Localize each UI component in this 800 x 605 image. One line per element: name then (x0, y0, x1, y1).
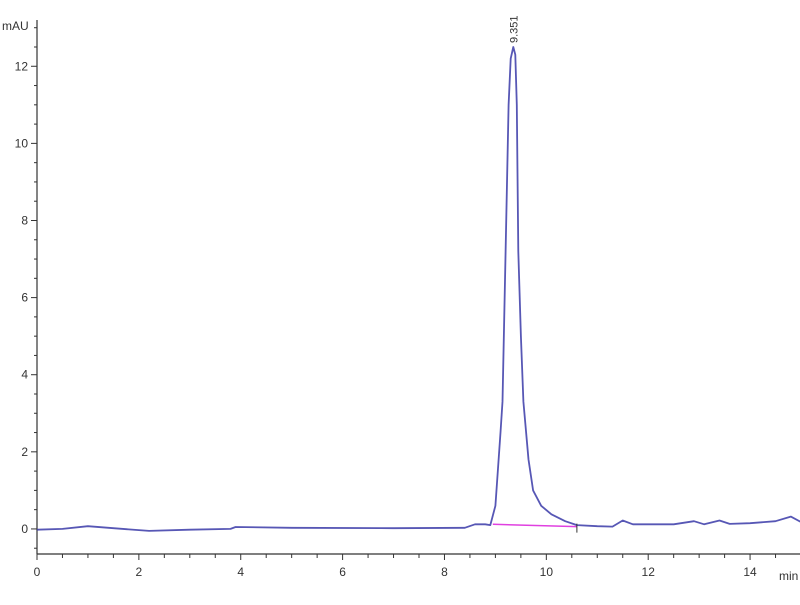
y-axis-label: mAU (2, 19, 29, 33)
y-tick-label: 10 (15, 136, 29, 150)
x-axis-label: min (779, 569, 798, 583)
axes: 0 2 4 6 8 10 12 14 0 2 4 6 8 10 12 (15, 20, 800, 579)
x-tick-label: 6 (339, 565, 346, 579)
peak-label: 9.351 (508, 15, 520, 43)
x-tick-label: 4 (237, 565, 244, 579)
y-tick-label: 2 (21, 445, 28, 459)
x-tick-label: 2 (136, 565, 143, 579)
x-tick-label: 12 (642, 565, 656, 579)
chromatogram-trace (36, 46, 800, 532)
y-tick-label: 8 (21, 213, 28, 227)
y-tick-label: 6 (21, 291, 28, 305)
plot-area: 9.351 (36, 15, 800, 533)
y-tick-label: 0 (21, 522, 28, 536)
integration-baseline (492, 523, 577, 528)
x-tick-label: 14 (743, 565, 757, 579)
y-tick-label: 12 (15, 59, 29, 73)
y-tick-label: 4 (21, 368, 28, 382)
x-tick-label: 8 (441, 565, 448, 579)
x-tick-label: 10 (540, 565, 554, 579)
x-tick-label: 0 (34, 565, 41, 579)
